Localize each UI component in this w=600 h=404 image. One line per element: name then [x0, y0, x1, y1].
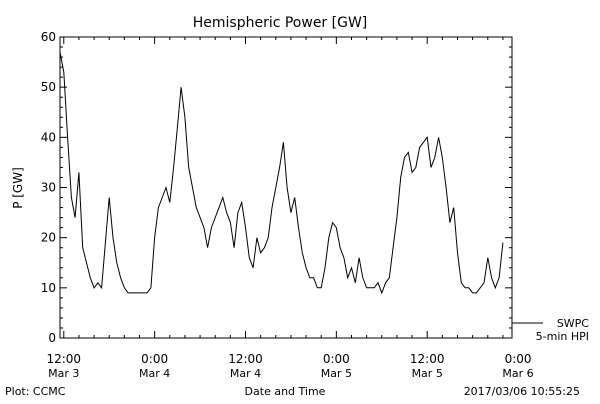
- x-tick-time-label: 0:00: [505, 352, 532, 366]
- x-tick-time-label: 12:00: [46, 352, 81, 366]
- x-tick-date-label: Mar 6: [502, 367, 533, 380]
- plot-credit: Plot: CCMC: [5, 385, 66, 398]
- chart-title: Hemispheric Power [GW]: [193, 15, 368, 31]
- x-tick-time-label: 12:00: [228, 352, 263, 366]
- y-tick-label: 40: [41, 130, 56, 144]
- series-line: [59, 52, 504, 295]
- x-tick-date-label: Mar 4: [139, 367, 170, 380]
- x-tick-time-label: 0:00: [323, 352, 350, 366]
- y-tick-label: 20: [41, 231, 56, 245]
- x-tick-date-label: Mar 5: [321, 367, 352, 380]
- y-tick-label: 10: [41, 281, 56, 295]
- y-tick-label: 30: [41, 181, 56, 195]
- legend-label-swpc: SWPC: [557, 317, 589, 330]
- legend: SWPC 5-min HPI: [512, 317, 589, 343]
- y-axis-label: P [GW]: [11, 167, 25, 209]
- y-tick-label: 60: [41, 30, 56, 44]
- x-tick-date-label: Mar 3: [48, 367, 79, 380]
- y-tick-label: 50: [41, 80, 56, 94]
- x-axis-label: Date and Time: [245, 385, 326, 398]
- x-tick-time-label: 12:00: [410, 352, 445, 366]
- x-tick-date-label: Mar 5: [412, 367, 443, 380]
- x-tick-date-label: Mar 4: [230, 367, 261, 380]
- x-tick-time-label: 0:00: [141, 352, 168, 366]
- plot-timestamp: 2017/03/06 10:55:25: [464, 385, 580, 398]
- legend-label-hpi: 5-min HPI: [536, 330, 589, 343]
- y-tick-label: 0: [48, 331, 56, 345]
